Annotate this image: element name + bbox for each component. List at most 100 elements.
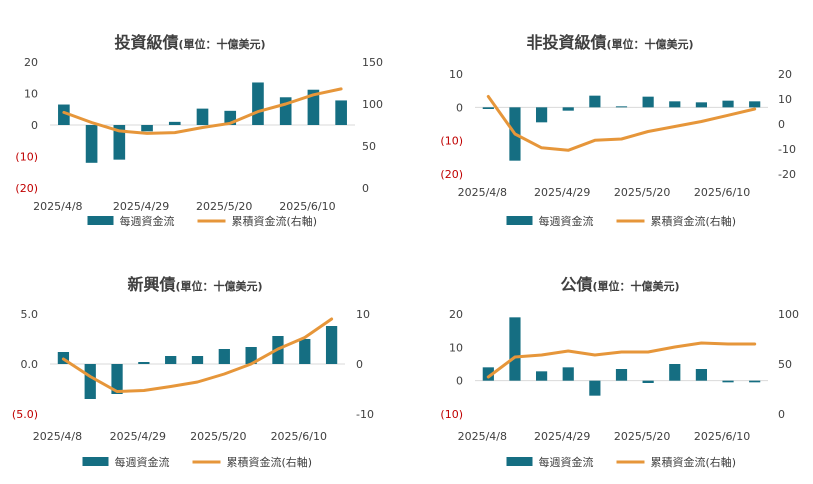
chart-panel-investment-grade: 投資級債(單位：十億美元) 20100(10)(20)1501005002025… [15, 33, 383, 228]
legend-bar-swatch [87, 216, 114, 225]
weekly-flow-bar [245, 347, 257, 364]
chart-title-unit: (單位：十億美元) [592, 279, 679, 293]
right-axis-tick-label: 20 [778, 68, 792, 81]
left-axis-tick-label: (20) [440, 168, 463, 181]
left-axis-tick-label: 20 [449, 308, 463, 321]
legend-bar-label: 每週資金流 [120, 214, 175, 228]
x-axis-tick-label: 2025/6/10 [279, 200, 335, 213]
chart-title-unit: (單位：十億美元) [178, 37, 265, 51]
left-axis-tick-label: 10 [24, 88, 38, 101]
weekly-flow-bar [224, 110, 237, 125]
weekly-flow-bar [279, 97, 292, 125]
x-axis-tick-label: 2025/4/29 [110, 430, 166, 443]
weekly-flow-bar [335, 100, 347, 125]
weekly-flow-bar [482, 107, 494, 109]
left-axis-tick-label: 5.0 [21, 308, 39, 321]
weekly-flow-bar [299, 339, 311, 364]
legend-line-label: 累積資金流(右軸) [651, 455, 737, 469]
weekly-flow-bar [138, 362, 150, 364]
x-axis-tick-label: 2025/4/8 [33, 430, 82, 443]
left-axis-tick-label: (5.0) [12, 408, 38, 421]
right-axis-tick-label: 10 [356, 308, 370, 321]
x-axis-tick-label: 2025/4/8 [458, 186, 507, 199]
left-axis-tick-label: 0 [456, 101, 463, 114]
right-axis-tick-label: 10 [778, 93, 792, 106]
right-axis-tick-label: 0 [356, 358, 363, 371]
cumulative-flow-line [486, 95, 757, 152]
weekly-flow-bar [642, 96, 654, 108]
right-axis-tick-label: 100 [362, 98, 383, 111]
weekly-flow-bar [58, 104, 70, 125]
left-axis-tick-label: (10) [440, 408, 463, 421]
legend-bar-swatch [506, 216, 533, 225]
x-axis-tick-label: 2025/4/29 [534, 186, 590, 199]
weekly-flow-bar [535, 107, 548, 123]
right-axis-tick-label: 150 [362, 56, 383, 69]
weekly-flow-bar [196, 108, 209, 125]
left-axis-tick-label: 20 [24, 56, 38, 69]
weekly-flow-bar [669, 101, 681, 108]
legend-bar-label: 每週資金流 [539, 214, 594, 228]
weekly-flow-bar [165, 356, 177, 364]
weekly-flow-bar [749, 380, 761, 383]
weekly-flow-bar [141, 125, 153, 132]
left-axis-tick-label: (20) [15, 182, 38, 195]
left-axis-tick-label: 0 [31, 119, 38, 132]
weekly-flow-bar [252, 82, 264, 125]
right-axis-tick-label: 0 [778, 118, 785, 131]
right-axis-tick-label: -10 [778, 143, 796, 156]
weekly-flow-bar [325, 326, 338, 364]
weekly-flow-bar [749, 101, 761, 108]
weekly-flow-bar [113, 125, 126, 160]
weekly-flow-bar [642, 380, 654, 383]
x-axis-tick-label: 2025/4/29 [534, 430, 590, 443]
chart-panel-high-yield: 非投資級債(單位：十億美元) 10 0 (10) (20) 20 10 0 -10 -20 202… [440, 33, 796, 228]
weekly-flow-bar [191, 356, 204, 364]
left-axis-tick-label: 0.0 [21, 358, 39, 371]
weekly-flow-bar [669, 364, 681, 381]
weekly-flow-bar [589, 380, 601, 396]
weekly-flow-bar [695, 369, 708, 381]
chart-title-main: 公債 [560, 275, 592, 294]
right-axis-tick-label: 50 [778, 358, 792, 371]
right-axis-tick-label: -10 [356, 408, 374, 421]
weekly-flow-bar [218, 349, 230, 364]
weekly-flow-bar [615, 106, 628, 108]
cumulative-flow-line [62, 87, 343, 135]
legend-line-label: 累積資金流(右軸) [232, 214, 318, 228]
weekly-flow-bar [482, 367, 494, 381]
right-axis-tick-label: 50 [362, 140, 376, 153]
chart-title-main: 新興債 [127, 275, 175, 294]
x-axis-tick-label: 2025/5/20 [614, 430, 670, 443]
weekly-flow-bar [85, 125, 98, 163]
weekly-flow-bar [722, 100, 734, 108]
weekly-flow-bar [562, 367, 574, 381]
weekly-flow-bar [562, 107, 574, 111]
weekly-flow-bar [695, 102, 708, 108]
plot-area: 5.0 0.0 (5.0) 10 0 -10 2025/4/8 2025/4/29 2025/5… [12, 308, 374, 469]
x-axis-tick-label: 2025/5/20 [196, 200, 252, 213]
left-axis-tick-label: (10) [440, 135, 463, 148]
chart-panel-emerging-market: 新興債(單位：十億美元) 5.0 0.0 (5.0) 10 0 -10 2025/4/8 20… [12, 275, 374, 469]
chart-title-unit: (單位：十億美元) [606, 37, 693, 51]
x-axis-tick-label: 2025/6/10 [694, 186, 750, 199]
plot-area: 10 0 (10) (20) 20 10 0 -10 -20 2025/4/8 2025/4/29 2… [440, 68, 796, 228]
legend-bar-swatch [506, 457, 533, 466]
weekly-flow-bar [111, 364, 123, 394]
x-axis-tick-label: 2025/5/20 [190, 430, 246, 443]
weekly-flow-bar [168, 121, 181, 125]
chart-title: 非投資級債(單位：十億美元) [526, 33, 693, 52]
weekly-flow-bar [589, 95, 601, 108]
right-axis-tick-label: 100 [778, 308, 799, 321]
chart-title: 投資級債(單位：十億美元) [114, 33, 265, 52]
x-axis-tick-label: 2025/4/29 [113, 200, 169, 213]
right-axis-tick-label: 0 [778, 408, 785, 421]
right-axis-tick-label: -20 [778, 168, 796, 181]
x-axis-tick-label: 2025/6/10 [271, 430, 327, 443]
right-axis-tick-label: 0 [362, 182, 369, 195]
weekly-flow-bar [535, 371, 548, 381]
